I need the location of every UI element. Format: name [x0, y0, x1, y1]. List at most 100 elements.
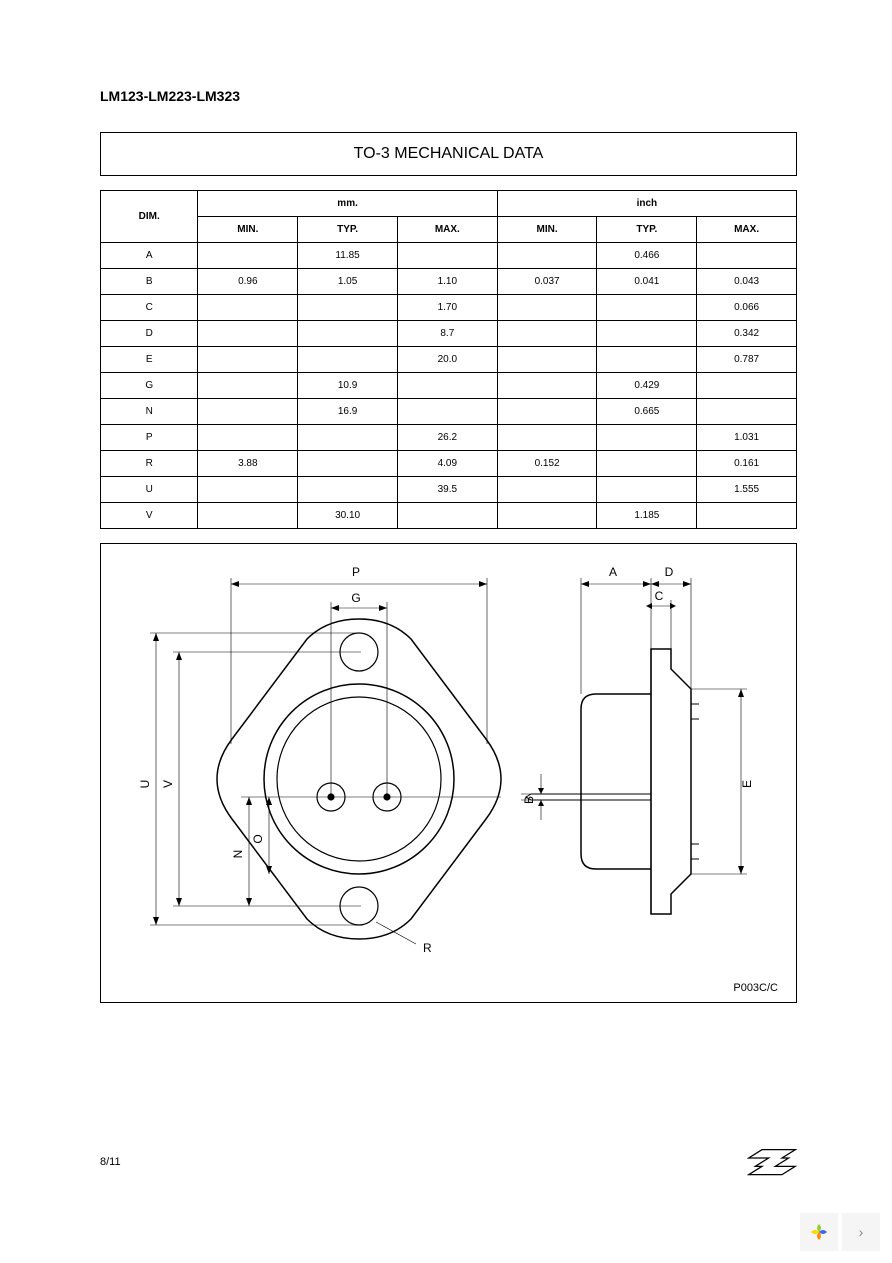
diagram-code: P003C/C [733, 982, 778, 994]
table-cell: 20.0 [397, 347, 497, 373]
table-cell [497, 243, 597, 269]
table-cell [497, 347, 597, 373]
dim-header: DIM. [101, 191, 198, 243]
table-cell: 1.031 [697, 425, 797, 451]
mechanical-diagram: P G U V N O R A D C B E P003C/C [100, 543, 797, 1003]
table-cell [497, 477, 597, 503]
svg-text:P: P [352, 565, 360, 579]
svg-text:G: G [351, 591, 360, 605]
table-cell [497, 425, 597, 451]
svg-text:E: E [740, 780, 754, 788]
table-cell: D [101, 321, 198, 347]
svg-text:U: U [138, 780, 152, 789]
table-row: C 1.70 0.066 [101, 295, 797, 321]
table-cell: 16.9 [298, 399, 398, 425]
table-cell [397, 399, 497, 425]
table-cell: 0.066 [697, 295, 797, 321]
table-cell: 0.787 [697, 347, 797, 373]
nav-buttons: › [800, 1213, 880, 1251]
table-cell: 0.043 [697, 269, 797, 295]
table-cell [497, 321, 597, 347]
table-cell [298, 425, 398, 451]
page-number: 8/11 [100, 1156, 121, 1168]
table-cell: V [101, 503, 198, 529]
chevron-right-icon: › [859, 1224, 864, 1240]
table-cell [497, 373, 597, 399]
table-cell [697, 399, 797, 425]
table-cell [298, 451, 398, 477]
table-cell [298, 347, 398, 373]
table-cell [397, 503, 497, 529]
table-cell: 8.7 [397, 321, 497, 347]
table-cell: 11.85 [298, 243, 398, 269]
next-page-button[interactable]: › [842, 1213, 880, 1251]
mm-min-header: MIN. [198, 217, 298, 243]
table-cell: G [101, 373, 198, 399]
table-cell: 26.2 [397, 425, 497, 451]
table-row: E 20.0 0.787 [101, 347, 797, 373]
table-cell [198, 243, 298, 269]
table-cell: 0.342 [697, 321, 797, 347]
table-row: V 30.10 1.185 [101, 503, 797, 529]
table-cell [597, 451, 697, 477]
table-cell [298, 295, 398, 321]
table-cell: N [101, 399, 198, 425]
table-row: N 16.9 0.665 [101, 399, 797, 425]
table-cell [597, 321, 697, 347]
table-cell: E [101, 347, 198, 373]
table-cell [198, 503, 298, 529]
table-cell: 1.70 [397, 295, 497, 321]
svg-text:C: C [655, 589, 664, 603]
in-max-header: MAX. [697, 217, 797, 243]
table-cell [397, 243, 497, 269]
table-row: B0.961.051.100.0370.0410.043 [101, 269, 797, 295]
table-cell [597, 295, 697, 321]
table-cell: 1.185 [597, 503, 697, 529]
unit-mm-header: mm. [198, 191, 497, 217]
table-cell: 0.96 [198, 269, 298, 295]
table-cell [597, 477, 697, 503]
table-cell [497, 295, 597, 321]
table-cell [198, 477, 298, 503]
table-cell: C [101, 295, 198, 321]
mm-typ-header: TYP. [298, 217, 398, 243]
table-cell: 1.05 [298, 269, 398, 295]
table-cell [298, 477, 398, 503]
table-cell: 0.466 [597, 243, 697, 269]
svg-text:A: A [609, 565, 617, 579]
part-number-header: LM123-LM223-LM323 [100, 88, 797, 104]
table-row: G10.90.429 [101, 373, 797, 399]
table-cell: 0.041 [597, 269, 697, 295]
svg-text:O: O [251, 834, 265, 843]
unit-inch-header: inch [497, 191, 796, 217]
svg-text:R: R [423, 941, 432, 955]
table-cell [697, 373, 797, 399]
table-cell: U [101, 477, 198, 503]
table-cell: 0.037 [497, 269, 597, 295]
st-logo [747, 1148, 797, 1178]
table-cell: 0.429 [597, 373, 697, 399]
table-row: U39.51.555 [101, 477, 797, 503]
app-icon[interactable] [800, 1213, 838, 1251]
table-cell [198, 399, 298, 425]
table-cell [198, 347, 298, 373]
table-cell [497, 503, 597, 529]
table-cell: 0.665 [597, 399, 697, 425]
table-cell: 30.10 [298, 503, 398, 529]
mm-max-header: MAX. [397, 217, 497, 243]
table-cell [198, 425, 298, 451]
table-cell [597, 347, 697, 373]
table-cell: 3.88 [198, 451, 298, 477]
svg-text:V: V [161, 780, 175, 788]
table-cell: 39.5 [397, 477, 497, 503]
table-cell [298, 321, 398, 347]
in-typ-header: TYP. [597, 217, 697, 243]
mechanical-data-table: DIM. mm. inch MIN. TYP. MAX. MIN. TYP. M… [100, 190, 797, 529]
table-cell [497, 399, 597, 425]
table-cell [198, 321, 298, 347]
table-row: D 8.7 0.342 [101, 321, 797, 347]
in-min-header: MIN. [497, 217, 597, 243]
table-cell: 4.09 [397, 451, 497, 477]
svg-text:D: D [665, 565, 674, 579]
table-cell: 0.161 [697, 451, 797, 477]
